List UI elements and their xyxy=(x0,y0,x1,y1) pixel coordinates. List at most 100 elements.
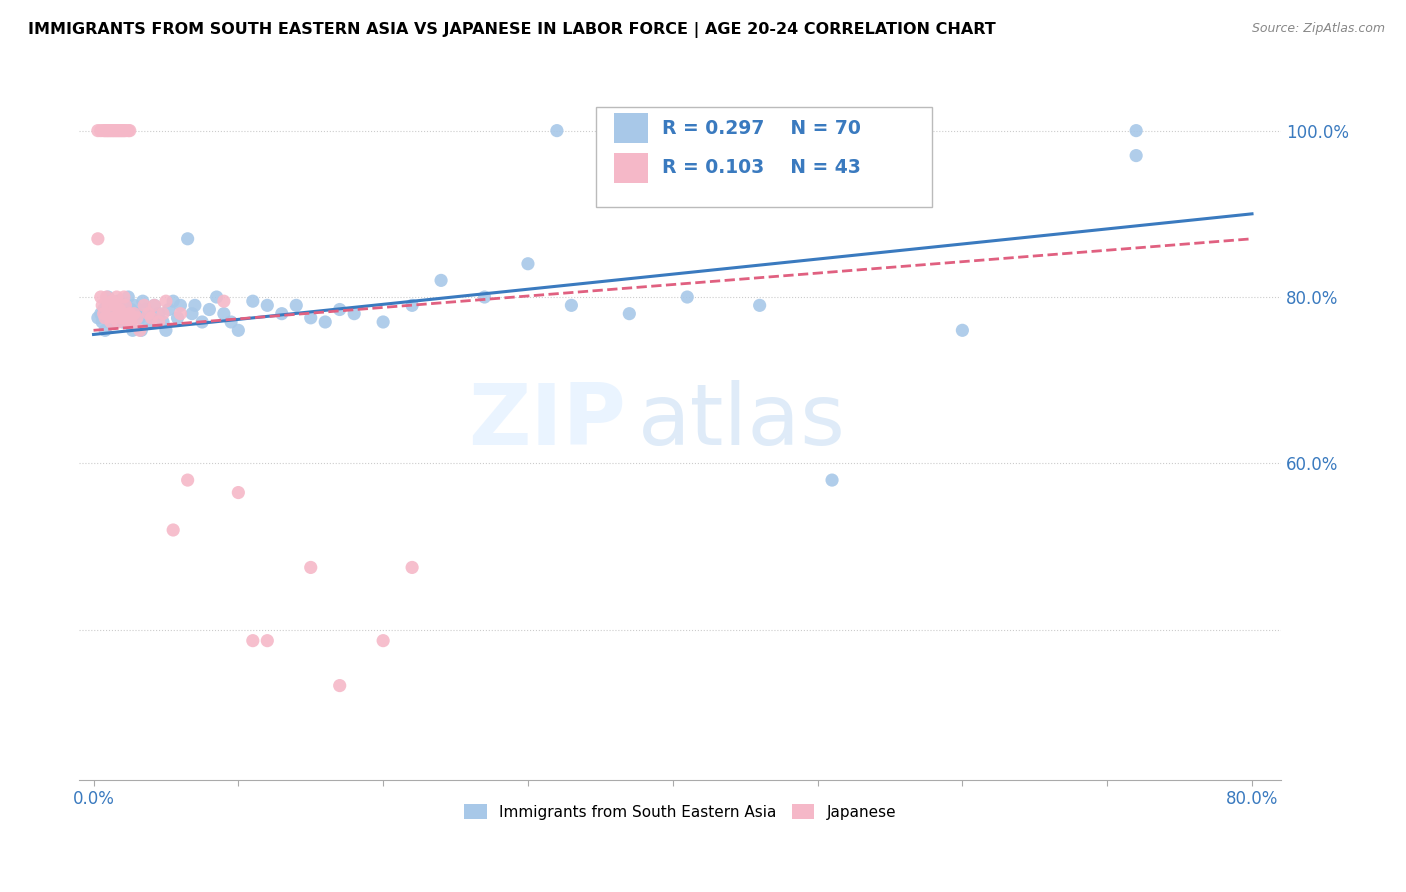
Text: Source: ZipAtlas.com: Source: ZipAtlas.com xyxy=(1251,22,1385,36)
Point xyxy=(661,123,683,137)
Point xyxy=(121,323,143,337)
Point xyxy=(517,257,540,271)
Point xyxy=(1125,123,1147,137)
Point xyxy=(96,123,118,137)
Point xyxy=(100,123,122,137)
Point xyxy=(152,315,174,329)
FancyBboxPatch shape xyxy=(614,153,648,183)
Point xyxy=(176,473,198,487)
Point xyxy=(111,315,134,329)
Point xyxy=(166,310,188,325)
Point xyxy=(111,307,134,321)
Point xyxy=(103,310,125,325)
Point xyxy=(111,123,134,137)
Point xyxy=(430,273,453,287)
Point xyxy=(91,298,114,312)
Point xyxy=(329,679,352,693)
Point xyxy=(104,315,127,329)
Legend: Immigrants from South Eastern Asia, Japanese: Immigrants from South Eastern Asia, Japa… xyxy=(457,797,903,826)
Point xyxy=(100,307,122,321)
Point xyxy=(256,633,278,648)
Text: atlas: atlas xyxy=(638,380,846,463)
Point xyxy=(242,294,264,309)
Point xyxy=(110,123,132,137)
Point xyxy=(299,310,322,325)
Point xyxy=(107,294,129,309)
Point xyxy=(87,123,110,137)
Point xyxy=(198,302,221,317)
Point xyxy=(373,633,395,648)
Point xyxy=(103,310,125,325)
Point xyxy=(299,560,322,574)
Point xyxy=(120,302,142,317)
Point xyxy=(93,123,115,137)
Point xyxy=(148,315,170,329)
Point xyxy=(96,298,118,312)
Point xyxy=(242,633,264,648)
Point xyxy=(401,560,423,574)
Point xyxy=(256,298,278,312)
Point xyxy=(91,315,114,329)
Point xyxy=(87,310,110,325)
Point xyxy=(93,302,115,317)
Point xyxy=(97,290,120,304)
Point xyxy=(101,302,124,317)
FancyBboxPatch shape xyxy=(614,113,648,144)
Point xyxy=(176,232,198,246)
Point xyxy=(112,123,135,137)
Point xyxy=(104,298,127,312)
Text: IMMIGRANTS FROM SOUTH EASTERN ASIA VS JAPANESE IN LABOR FORCE | AGE 20-24 CORREL: IMMIGRANTS FROM SOUTH EASTERN ASIA VS JA… xyxy=(28,22,995,38)
Point xyxy=(105,307,128,321)
FancyBboxPatch shape xyxy=(596,107,932,207)
Point xyxy=(162,523,184,537)
Point xyxy=(191,315,214,329)
Point xyxy=(155,323,177,337)
Point xyxy=(93,307,115,321)
Point xyxy=(205,290,228,304)
Point xyxy=(676,290,699,304)
Point xyxy=(98,315,121,329)
Point xyxy=(87,232,110,246)
Point xyxy=(373,315,395,329)
Point xyxy=(101,294,124,309)
Point xyxy=(107,123,129,137)
Point xyxy=(108,302,131,317)
Point xyxy=(125,310,148,325)
Point xyxy=(98,123,121,137)
Point xyxy=(110,302,132,317)
Point xyxy=(141,310,163,325)
Point xyxy=(122,298,145,312)
Point xyxy=(105,123,128,137)
Point xyxy=(107,315,129,329)
Point xyxy=(97,298,120,312)
Point xyxy=(138,307,160,321)
Point xyxy=(118,310,141,325)
Point xyxy=(104,298,127,312)
Point xyxy=(184,298,207,312)
Point xyxy=(1125,148,1147,162)
Point xyxy=(401,298,423,312)
Point xyxy=(720,123,742,137)
Point xyxy=(118,123,141,137)
Text: R = 0.103    N = 43: R = 0.103 N = 43 xyxy=(662,158,860,178)
Point xyxy=(108,123,131,137)
Point xyxy=(138,315,160,329)
Point xyxy=(117,315,139,329)
Point xyxy=(270,307,292,321)
Point xyxy=(104,123,127,137)
Point xyxy=(97,310,120,325)
Point xyxy=(128,323,150,337)
Point xyxy=(114,123,136,137)
Point xyxy=(94,123,117,137)
Point xyxy=(112,290,135,304)
Point xyxy=(114,298,136,312)
Point xyxy=(169,298,191,312)
Point xyxy=(157,302,180,317)
Point xyxy=(143,298,166,312)
Point xyxy=(96,290,118,304)
Point xyxy=(108,310,131,325)
Point xyxy=(105,290,128,304)
Point xyxy=(162,294,184,309)
Point xyxy=(114,307,136,321)
Point xyxy=(619,307,641,321)
